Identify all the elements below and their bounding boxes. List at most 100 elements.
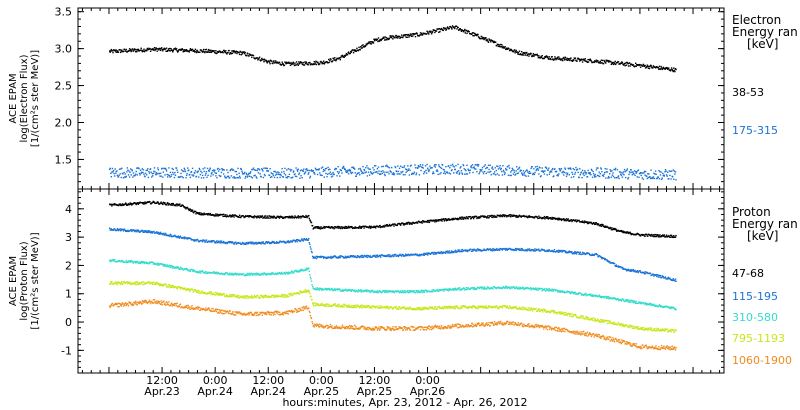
data-point xyxy=(451,25,454,27)
data-point xyxy=(189,209,192,211)
data-point xyxy=(520,216,522,218)
data-point xyxy=(394,166,397,169)
data-point xyxy=(243,51,245,53)
data-point xyxy=(626,169,628,172)
data-point xyxy=(173,176,176,179)
data-point xyxy=(309,219,311,221)
data-point xyxy=(334,288,336,290)
data-point xyxy=(497,165,499,168)
data-point xyxy=(200,49,203,51)
data-point xyxy=(576,168,579,170)
data-point xyxy=(115,49,117,51)
data-point xyxy=(662,275,664,278)
data-point xyxy=(570,219,573,221)
data-point xyxy=(537,56,539,59)
data-point xyxy=(521,54,523,56)
data-point xyxy=(570,252,573,254)
data-point xyxy=(222,241,224,244)
data-point xyxy=(562,218,564,221)
data-point xyxy=(270,242,272,245)
data-point xyxy=(135,170,137,173)
data-point xyxy=(384,36,386,38)
data-point xyxy=(607,177,609,179)
data-point xyxy=(154,171,156,173)
data-point xyxy=(339,175,341,177)
data-point xyxy=(380,39,382,42)
data-point xyxy=(196,171,199,174)
data-point xyxy=(660,276,663,279)
data-point xyxy=(665,236,667,238)
data-point xyxy=(184,206,187,209)
data-point xyxy=(643,172,645,174)
data-point xyxy=(476,250,478,252)
data-point xyxy=(168,265,170,267)
data-point xyxy=(450,169,453,172)
data-point xyxy=(240,273,242,275)
data-point xyxy=(613,63,616,65)
data-point xyxy=(518,50,521,52)
data-point xyxy=(392,173,394,175)
data-point xyxy=(517,168,519,171)
data-point xyxy=(234,214,236,216)
data-point xyxy=(474,33,476,35)
data-point xyxy=(307,268,309,271)
data-point xyxy=(360,255,362,258)
data-point xyxy=(408,221,410,224)
data-point xyxy=(473,216,475,218)
data-point xyxy=(510,216,512,218)
data-point xyxy=(363,254,366,257)
data-point xyxy=(110,50,112,52)
data-point xyxy=(394,37,396,39)
data-point xyxy=(349,227,351,229)
data-point xyxy=(135,231,137,233)
data-point xyxy=(324,288,326,290)
data-point xyxy=(398,222,401,225)
data-point xyxy=(362,165,364,168)
data-point xyxy=(293,170,295,172)
data-point xyxy=(168,234,171,237)
data-point xyxy=(518,248,521,250)
data-point xyxy=(472,32,475,34)
data-point xyxy=(475,33,478,36)
data-point xyxy=(399,223,401,226)
data-point xyxy=(156,263,158,266)
data-point xyxy=(231,168,233,170)
data-point xyxy=(615,63,617,66)
data-point xyxy=(471,32,474,34)
data-point xyxy=(500,214,502,216)
legend-entry: 38-53 xyxy=(732,86,764,99)
data-point xyxy=(387,166,390,168)
data-point xyxy=(298,271,301,273)
data-point xyxy=(491,214,494,217)
data-point xyxy=(657,236,659,238)
data-point xyxy=(221,51,224,53)
data-point xyxy=(506,249,508,251)
data-point xyxy=(330,255,332,258)
data-point xyxy=(222,240,225,243)
data-point xyxy=(251,241,254,243)
data-point xyxy=(361,171,364,173)
data-point xyxy=(238,175,241,177)
data-point xyxy=(383,254,385,257)
data-point xyxy=(448,27,450,30)
data-point xyxy=(232,274,235,276)
data-point xyxy=(675,234,677,237)
data-point xyxy=(470,165,473,167)
data-point xyxy=(287,241,289,243)
data-point xyxy=(198,176,200,178)
data-point xyxy=(143,203,145,205)
data-point xyxy=(331,60,334,62)
y-tick-label: 2 xyxy=(65,259,72,272)
data-point xyxy=(451,250,454,253)
data-point xyxy=(398,173,400,175)
data-point xyxy=(194,48,197,50)
data-point xyxy=(158,172,161,175)
data-point xyxy=(528,215,531,217)
data-point xyxy=(321,227,324,230)
data-point xyxy=(427,169,429,171)
data-point xyxy=(551,216,553,219)
data-point xyxy=(340,169,343,172)
data-point xyxy=(633,270,636,273)
data-point xyxy=(133,229,135,231)
data-point xyxy=(390,171,392,173)
